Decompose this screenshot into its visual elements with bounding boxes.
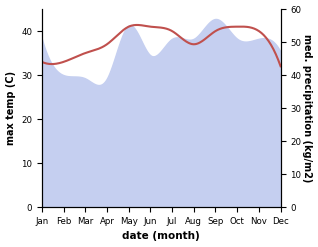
Y-axis label: med. precipitation (kg/m2): med. precipitation (kg/m2) xyxy=(302,34,313,182)
X-axis label: date (month): date (month) xyxy=(122,231,200,242)
Y-axis label: max temp (C): max temp (C) xyxy=(5,71,16,145)
